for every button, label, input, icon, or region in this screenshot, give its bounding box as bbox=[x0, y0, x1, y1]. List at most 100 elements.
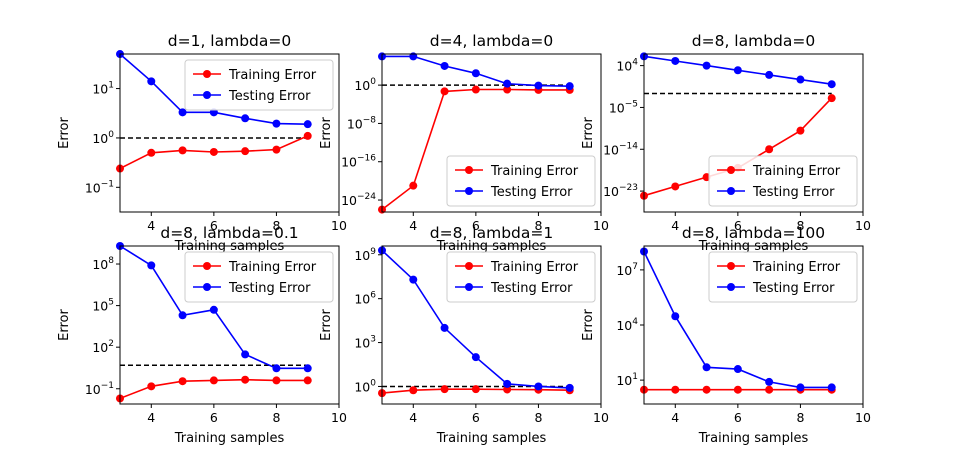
training-error-point bbox=[440, 385, 449, 394]
chart-title: d=8, lambda=100 bbox=[682, 224, 825, 242]
x-tick-label: 4 bbox=[671, 218, 679, 233]
training-error-point bbox=[671, 385, 680, 394]
training-error-point bbox=[303, 131, 312, 140]
testing-error-point bbox=[178, 108, 187, 117]
testing-error-point bbox=[827, 80, 836, 89]
training-error-point bbox=[765, 145, 774, 154]
testing-error-point bbox=[503, 379, 512, 388]
x-tick-label: 8 bbox=[796, 410, 804, 425]
legend-training-label: Training Error bbox=[228, 260, 317, 275]
training-error-point bbox=[272, 145, 281, 154]
x-tick-label: 10 bbox=[593, 218, 609, 233]
chart-title: d=8, lambda=1 bbox=[430, 224, 553, 242]
chart-panel-3: 4 6 8 10 10−23 10−14 10−5 104 d=8, lambda=0 Error… bbox=[581, 32, 871, 254]
x-tick-label: 8 bbox=[272, 218, 280, 233]
x-tick-label: 8 bbox=[534, 410, 542, 425]
y-tick-label: 100 bbox=[354, 77, 376, 93]
training-error-point bbox=[471, 85, 480, 94]
y-tick-label: 10−16 bbox=[341, 154, 376, 170]
testing-error-point bbox=[765, 377, 774, 386]
y-tick-label: 104 bbox=[616, 58, 638, 74]
x-tick-label: 4 bbox=[147, 218, 155, 233]
testing-error-point bbox=[671, 56, 680, 65]
x-tick-label: 4 bbox=[147, 410, 155, 425]
testing-error-point bbox=[303, 120, 312, 129]
x-tick-label: 10 bbox=[855, 410, 871, 425]
chart-title: d=8, lambda=0.1 bbox=[160, 224, 298, 242]
x-tick-label: 8 bbox=[534, 218, 542, 233]
testing-error-point bbox=[796, 75, 805, 84]
training-error-point bbox=[796, 126, 805, 135]
testing-error-point bbox=[796, 383, 805, 392]
y-tick-label: 10−14 bbox=[603, 141, 638, 157]
legend-testing-label: Testing Error bbox=[490, 185, 573, 200]
x-tick-label: 4 bbox=[409, 218, 417, 233]
axes-frame bbox=[119, 53, 340, 213]
testing-error-point bbox=[534, 81, 543, 90]
x-tick-label: 8 bbox=[796, 218, 804, 233]
testing-error-point bbox=[241, 350, 250, 359]
legend-testing-label: Testing Error bbox=[228, 281, 311, 296]
x-tick-label: 4 bbox=[671, 410, 679, 425]
training-error-point bbox=[209, 147, 218, 156]
legend: Training Error Testing Error bbox=[446, 251, 596, 303]
training-error-point bbox=[409, 386, 418, 395]
training-error-point bbox=[733, 385, 742, 394]
training-error-point bbox=[765, 385, 774, 394]
training-error-point bbox=[178, 146, 187, 155]
training-error-point bbox=[147, 148, 156, 157]
y-tick-label: 102 bbox=[92, 339, 114, 355]
y-axis-label: Error bbox=[581, 309, 596, 341]
legend-box bbox=[184, 251, 334, 303]
training-error-point bbox=[702, 385, 711, 394]
chart-panel-4: 4 6 8 10 10−1 102 105 108 d=8, lambda=0.1 Error Tr… bbox=[57, 224, 347, 446]
axes-frame bbox=[119, 245, 340, 405]
legend-training-marker bbox=[727, 166, 735, 174]
testing-error-point bbox=[471, 353, 480, 362]
legend-training-marker bbox=[465, 262, 473, 270]
legend-training-label: Training Error bbox=[752, 260, 841, 275]
x-tick-label: 6 bbox=[210, 410, 218, 425]
testing-error-point bbox=[272, 364, 281, 373]
legend-testing-marker bbox=[727, 283, 735, 291]
legend: Training Error Testing Error bbox=[184, 251, 334, 303]
y-axis-label: Error bbox=[57, 117, 72, 149]
y-axis-label: Error bbox=[581, 117, 596, 149]
x-tick-label: 10 bbox=[855, 218, 871, 233]
testing-error-point bbox=[440, 61, 449, 70]
y-tick-label: 109 bbox=[354, 247, 376, 263]
x-tick-label: 10 bbox=[331, 218, 347, 233]
training-error-point bbox=[471, 385, 480, 394]
chart-title: d=4, lambda=0 bbox=[430, 32, 553, 50]
legend: Training Error Testing Error bbox=[446, 155, 596, 207]
training-error-point bbox=[272, 376, 281, 385]
training-error-point bbox=[503, 385, 512, 394]
x-axis-label: Training samples bbox=[174, 431, 285, 446]
legend-testing-marker bbox=[465, 283, 473, 291]
legend-training-label: Training Error bbox=[228, 68, 317, 83]
chart-title: d=1, lambda=0 bbox=[168, 32, 291, 50]
y-tick-label: 101 bbox=[616, 372, 638, 388]
x-tick-label: 6 bbox=[734, 218, 742, 233]
y-tick-label: 101 bbox=[92, 81, 114, 97]
testing-error-point bbox=[534, 382, 543, 391]
x-tick-label: 6 bbox=[210, 218, 218, 233]
chart-panel-2: 4 6 8 10 10−24 10−16 10−8 100 d=4, lambda=0 Error… bbox=[319, 32, 609, 254]
y-axis-label: Error bbox=[319, 117, 334, 149]
testing-error-point bbox=[565, 82, 574, 91]
axes-frame bbox=[643, 53, 864, 213]
x-axis-label: Training samples bbox=[436, 431, 547, 446]
chart-panel-5: 4 6 8 10 100 103 106 109 d=8, lambda=1 Error Train… bbox=[319, 224, 609, 446]
testing-error-point bbox=[147, 261, 156, 270]
y-tick-label: 10−1 bbox=[85, 179, 114, 195]
testing-error-point bbox=[241, 114, 250, 123]
axes-frame bbox=[381, 245, 602, 405]
legend-testing-label: Testing Error bbox=[752, 185, 835, 200]
legend-training-label: Training Error bbox=[752, 164, 841, 179]
x-axis-label: Training samples bbox=[698, 431, 809, 446]
testing-error-point bbox=[209, 305, 218, 314]
chart-title: d=8, lambda=0 bbox=[692, 32, 815, 50]
legend-testing-marker bbox=[203, 283, 211, 291]
legend-testing-label: Testing Error bbox=[490, 281, 573, 296]
